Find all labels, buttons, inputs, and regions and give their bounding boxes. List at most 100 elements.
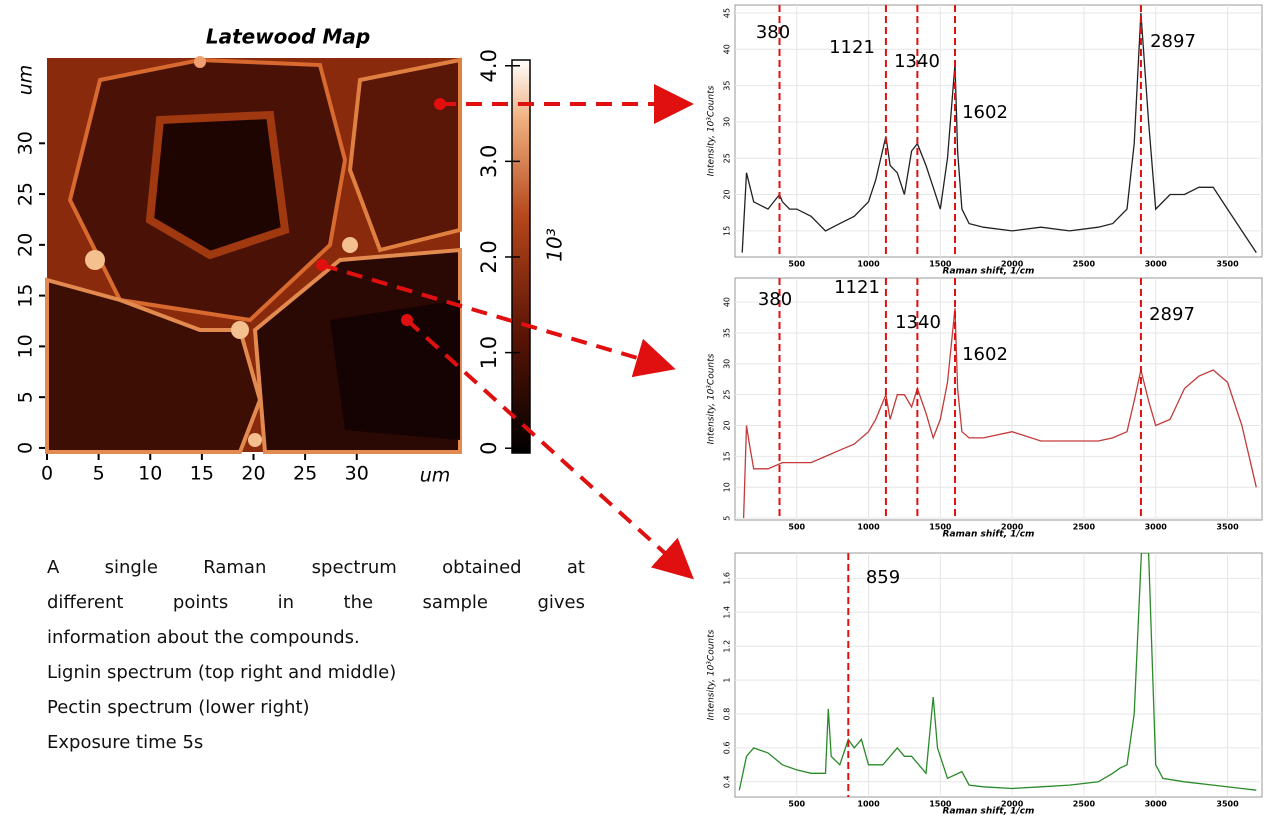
x-tick-label: 1000	[857, 800, 880, 809]
y-tick-label: 5	[15, 391, 37, 403]
desc-line: information about the compounds.	[47, 627, 360, 648]
peak-label: 1602	[962, 102, 1008, 123]
peak-label: 1121	[829, 37, 875, 58]
y-tick-label: 15	[15, 284, 37, 308]
x-tick-label: 1500	[929, 800, 952, 809]
peak-label: 1602	[962, 344, 1008, 365]
y-tick-label: 40	[723, 44, 732, 54]
y-tick-label: 15	[723, 226, 732, 236]
y-tick-label: 10	[15, 334, 37, 358]
y-tick-label: 10	[723, 482, 732, 492]
colorbar-label: 10³	[543, 228, 567, 261]
x-tick-label: 1500	[929, 523, 952, 532]
colorbar-tick-label: 2.0	[477, 240, 501, 273]
colorbar-tick-label: 4.0	[477, 49, 501, 82]
x-tick-label: 3500	[1216, 523, 1239, 532]
x-tick-label: 5	[93, 463, 105, 485]
peak-label: 1340	[895, 312, 941, 333]
peak-label: 380	[758, 289, 792, 310]
x-tick-label: 2000	[1001, 800, 1024, 809]
x-tick-label: 30	[345, 463, 369, 485]
x-tick-label: 15	[190, 463, 214, 485]
y-tick-label: 1.4	[723, 606, 732, 619]
peak-label: 1121	[834, 277, 880, 298]
x-tick-label: 1000	[857, 523, 880, 532]
desc-line: A single Raman spectrum obtained at	[47, 557, 585, 578]
colorbar-tick-label: 0	[477, 442, 501, 455]
x-tick-label: 1000	[857, 260, 880, 269]
x-tick-label: 3500	[1216, 800, 1239, 809]
y-tick-label: 30	[723, 359, 732, 369]
x-tick-label: 10	[138, 463, 162, 485]
y-tick-label: 1	[723, 678, 732, 683]
map-image	[45, 56, 462, 454]
y-tick-label: 20	[15, 233, 37, 257]
arrows	[321, 84, 694, 580]
y-tick-label: 0.6	[723, 741, 732, 754]
spectrum-line	[742, 308, 1257, 519]
map-title: Latewood Map	[206, 25, 370, 49]
plot-area	[734, 277, 1263, 521]
description: A single Raman spectrum obtained at diff…	[47, 550, 585, 760]
plot-area	[734, 4, 1263, 258]
y-tick-label: 25	[15, 182, 37, 206]
spectrum-line	[741, 12, 1257, 253]
desc-line: Lignin spectrum (top right and middle)	[47, 662, 397, 683]
x-axis-label: Raman shift, 1/cm	[943, 807, 1035, 817]
desc-line: Pectin spectrum (lower right)	[47, 697, 310, 718]
x-tick-label: 25	[293, 463, 317, 485]
y-tick-label: 0	[15, 442, 37, 454]
y-tick-label: 25	[723, 390, 732, 400]
y-tick-label: 30	[723, 117, 732, 127]
desc-line: Exposure time 5s	[47, 732, 204, 753]
x-tick-label: 500	[788, 260, 805, 269]
y-tick-label: 35	[723, 81, 732, 91]
y-axis-label: Intensity, 10³Counts	[707, 629, 717, 720]
y-tick-label: 0.4	[723, 775, 732, 788]
y-tick-label: 5	[723, 516, 732, 521]
y-tick-label: 45	[723, 8, 732, 18]
x-tick-label: 3000	[1145, 523, 1168, 532]
arrow-dots	[316, 98, 446, 326]
y-tick-label: 1.6	[723, 572, 732, 585]
y-tick-label: 15	[723, 451, 732, 461]
x-tick-label: 2500	[1073, 523, 1096, 532]
plot-area	[734, 552, 1263, 798]
x-tick-label: 500	[788, 523, 805, 532]
peak-label: 859	[866, 567, 900, 588]
y-tick-label: 0.8	[723, 708, 732, 721]
x-tick-label: 0	[41, 463, 53, 485]
y-axis-label: um	[15, 65, 37, 96]
x-axis-label: Raman shift, 1/cm	[943, 530, 1035, 540]
y-tick-label: 40	[723, 297, 732, 307]
y-axis-label: Intensity, 10³Counts	[707, 353, 717, 444]
colorbar-tick-label: 1.0	[477, 336, 501, 369]
x-tick-label: 1500	[929, 260, 952, 269]
y-axis-label: Intensity, 10³Counts	[707, 85, 717, 176]
y-tick-label: 1.2	[723, 640, 732, 653]
colorbar-tick-label: 3.0	[477, 145, 501, 178]
x-tick-label: 2000	[1001, 523, 1024, 532]
peak-label: 2897	[1149, 304, 1195, 325]
x-tick-label: 500	[788, 800, 805, 809]
x-axis-label: Raman shift, 1/cm	[943, 267, 1035, 277]
y-tick-label: 20	[723, 420, 732, 430]
x-tick-label: 3000	[1145, 800, 1168, 809]
x-tick-label: 2000	[1001, 260, 1024, 269]
x-tick-label: 2500	[1073, 260, 1096, 269]
y-tick-label: 35	[723, 328, 732, 338]
y-tick-label: 30	[15, 131, 37, 155]
x-tick-label: 3000	[1145, 260, 1168, 269]
x-tick-label: 3500	[1216, 260, 1239, 269]
y-tick-label: 20	[723, 189, 732, 199]
x-tick-label: 20	[241, 463, 265, 485]
peak-label: 1340	[894, 51, 940, 72]
desc-line: different points in the sample gives	[47, 592, 585, 613]
y-tick-label: 25	[723, 153, 732, 163]
x-tick-label: 2500	[1073, 800, 1096, 809]
x-axis-label: um	[420, 465, 451, 487]
spectrum-line	[738, 553, 1257, 791]
peak-label: 2897	[1150, 31, 1196, 52]
